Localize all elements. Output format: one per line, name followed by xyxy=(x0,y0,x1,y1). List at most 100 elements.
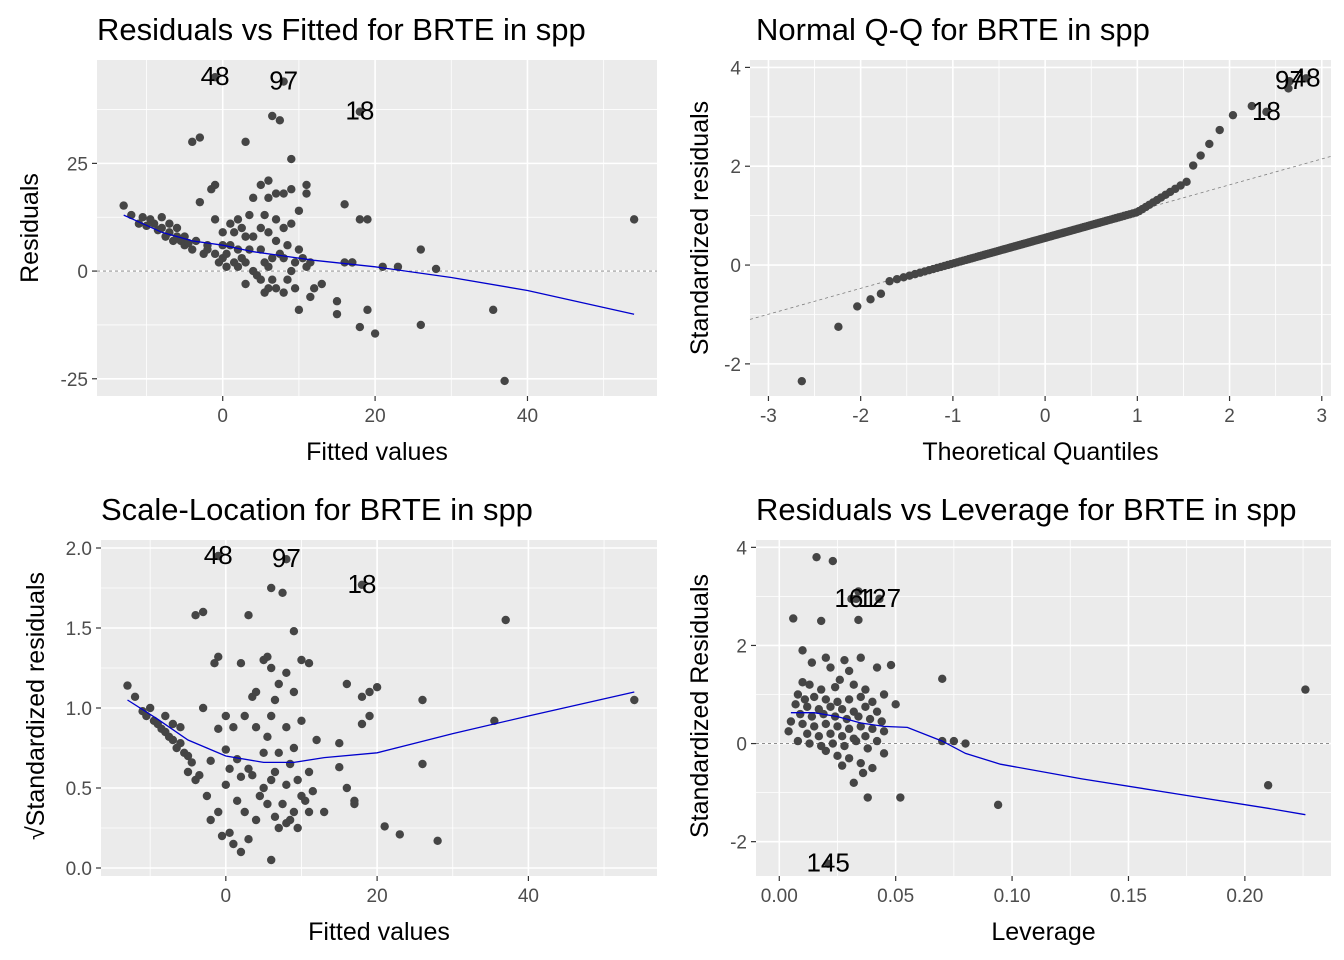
x-tick-label: 20 xyxy=(367,886,388,907)
data-point xyxy=(798,678,807,687)
x-tick-label: 0.00 xyxy=(761,886,798,907)
point-label: 145 xyxy=(806,848,849,878)
data-point xyxy=(161,711,170,721)
labeled-point xyxy=(357,580,367,589)
y-tick-label: -2 xyxy=(730,833,747,854)
data-point xyxy=(244,764,253,773)
data-point xyxy=(229,723,238,732)
data-point xyxy=(393,262,403,271)
data-point xyxy=(500,376,509,386)
y-tick-label: 2 xyxy=(736,636,747,657)
data-point xyxy=(488,305,498,315)
y-tick-label: 0.5 xyxy=(66,779,92,800)
data-point xyxy=(938,674,947,684)
x-tick-label: 40 xyxy=(517,406,538,427)
data-point xyxy=(287,219,296,228)
data-point xyxy=(282,723,291,732)
labeled-point xyxy=(823,859,833,868)
data-point xyxy=(378,262,387,271)
data-point xyxy=(256,275,266,284)
data-point xyxy=(248,193,258,203)
data-point xyxy=(833,751,842,761)
data-point xyxy=(876,289,886,298)
data-point xyxy=(188,245,197,254)
data-point xyxy=(879,690,889,699)
data-point xyxy=(198,703,208,713)
labeled-point xyxy=(279,77,288,86)
smooth-line xyxy=(790,712,1306,816)
data-point xyxy=(168,719,178,729)
data-point xyxy=(267,775,276,785)
x-tick-label: -2 xyxy=(852,406,869,427)
y-tick-label: -25 xyxy=(61,370,88,391)
data-point xyxy=(807,658,817,667)
data-point xyxy=(821,746,831,756)
data-point xyxy=(241,258,250,267)
data-point xyxy=(803,702,812,711)
data-point xyxy=(854,712,863,721)
data-point xyxy=(789,614,798,623)
data-point xyxy=(868,763,877,773)
data-point xyxy=(283,275,292,284)
data-point xyxy=(805,680,814,689)
data-point xyxy=(270,767,280,777)
data-point xyxy=(222,249,231,259)
x-tick-label: 2 xyxy=(1224,406,1235,427)
data-point xyxy=(157,223,166,233)
data-point xyxy=(372,683,382,692)
data-point xyxy=(255,791,265,801)
data-point xyxy=(828,739,838,748)
data-point xyxy=(210,659,219,668)
data-point xyxy=(861,685,870,694)
data-point xyxy=(418,759,427,769)
x-tick-label: 0.15 xyxy=(1110,886,1147,907)
data-point xyxy=(365,711,374,721)
data-point xyxy=(856,758,865,768)
data-point xyxy=(210,249,220,259)
data-point xyxy=(816,685,826,694)
data-point xyxy=(297,716,306,725)
data-point xyxy=(416,245,426,254)
data-point xyxy=(861,702,870,711)
data-point xyxy=(879,749,889,758)
data-point xyxy=(222,262,231,271)
data-point xyxy=(809,692,819,702)
data-point xyxy=(863,744,872,753)
data-point xyxy=(812,552,821,562)
data-point xyxy=(854,587,863,596)
data-point xyxy=(221,780,231,789)
data-point xyxy=(229,839,238,849)
data-point xyxy=(1284,84,1293,93)
point-label: 18 xyxy=(345,96,374,126)
data-point xyxy=(275,116,285,125)
data-point xyxy=(335,763,344,772)
point-label: 18 xyxy=(348,569,377,599)
data-point xyxy=(308,787,318,796)
data-point xyxy=(271,284,281,293)
y-tick-label: -2 xyxy=(724,355,741,376)
data-point xyxy=(837,761,847,770)
data-point xyxy=(176,739,185,748)
data-point xyxy=(830,682,840,692)
data-point xyxy=(319,807,329,817)
data-point xyxy=(183,751,193,761)
data-point xyxy=(248,232,258,241)
data-point xyxy=(833,697,842,707)
y-tick-label: 0 xyxy=(77,262,88,283)
data-point xyxy=(241,232,250,241)
data-point xyxy=(293,823,302,833)
data-point xyxy=(1182,177,1191,187)
data-point xyxy=(418,695,427,705)
data-point xyxy=(251,723,261,732)
data-point xyxy=(202,791,212,801)
data-point xyxy=(851,736,861,746)
y-axis-title: √Standardized residuals xyxy=(22,572,50,840)
data-point xyxy=(896,793,905,802)
data-point xyxy=(858,768,868,778)
data-point xyxy=(198,607,208,617)
data-point xyxy=(187,758,196,767)
data-point xyxy=(370,329,380,338)
data-point xyxy=(263,652,272,661)
data-point xyxy=(798,646,807,655)
data-point xyxy=(251,815,261,825)
